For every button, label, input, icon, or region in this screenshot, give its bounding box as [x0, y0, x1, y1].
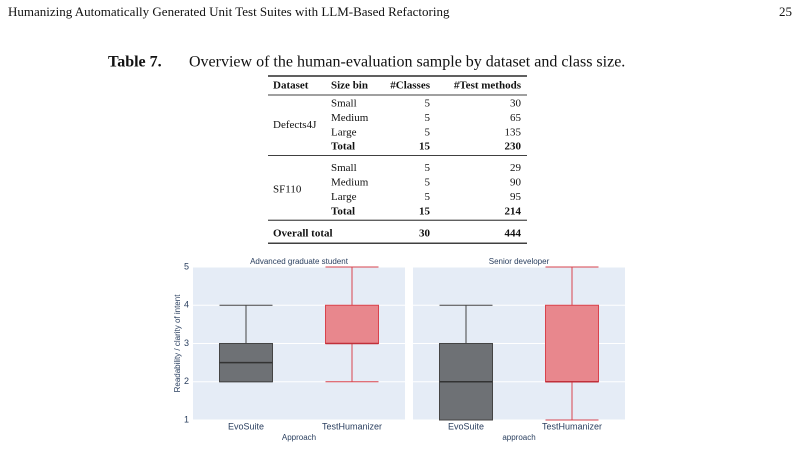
x-axis-label: Approach [282, 433, 316, 442]
table-cell: 95 [510, 191, 522, 203]
caption: Overview of the human-evaluation sample … [189, 54, 625, 71]
table-cell: Size bin [331, 80, 368, 92]
table-cell: Small [331, 98, 357, 110]
x-tick-label: EvoSuite [448, 421, 484, 431]
table-cell: Dataset [273, 80, 309, 92]
y-tick-label: 4 [184, 300, 189, 310]
table-cell: 15 [419, 141, 431, 153]
table-cell: 5 [425, 112, 431, 124]
x-tick-label: TestHumanizer [542, 421, 602, 431]
table-cell: SF110 [273, 184, 302, 196]
table-cell: 5 [425, 98, 431, 110]
table-cell: 444 [505, 228, 522, 240]
table-cell: 30 [510, 98, 522, 110]
table-cell: #Classes [390, 80, 430, 92]
table-cell: 5 [425, 191, 431, 203]
table-cell: 90 [510, 177, 522, 189]
x-tick-label: EvoSuite [228, 421, 264, 431]
caption-label: Table 7. [108, 54, 162, 71]
table-cell: Large [331, 126, 357, 138]
table-cell: Total [331, 205, 355, 217]
x-axis-label: approach [502, 433, 535, 442]
y-tick-label: 3 [184, 338, 189, 348]
table-cell: Overall total [273, 228, 333, 240]
running-title: Humanizing Automatically Generated Unit … [8, 4, 450, 19]
table-cell: Medium [331, 177, 369, 189]
table-cell: #Test methods [454, 80, 522, 92]
y-tick-label: 5 [184, 261, 189, 271]
table-cell: 29 [510, 162, 522, 174]
table-cell: Defects4J [273, 119, 317, 131]
x-tick-label: TestHumanizer [322, 421, 382, 431]
table-cell: 230 [505, 141, 522, 153]
y-tick-label: 1 [184, 414, 189, 424]
y-tick-label: 2 [184, 376, 189, 386]
box [545, 304, 599, 383]
table-cell: Medium [331, 112, 369, 124]
y-axis-label: Readability / clarity of intent [173, 294, 182, 393]
panel-title: Advanced graduate student [250, 257, 349, 266]
table-cell: Total [331, 141, 355, 153]
table-cell: 30 [419, 228, 431, 240]
table-cell: 135 [505, 126, 522, 138]
page-number: 25 [779, 4, 792, 19]
table-cell: 65 [510, 112, 522, 124]
table-cell: Large [331, 191, 357, 203]
table-cell: 5 [425, 177, 431, 189]
table-cell: 214 [505, 205, 522, 217]
table-cell: 15 [419, 205, 431, 217]
box [325, 304, 379, 344]
table-cell: 5 [425, 162, 431, 174]
panel-title: Senior developer [489, 257, 550, 266]
table-cell: Small [331, 162, 357, 174]
table-cell: 5 [425, 126, 431, 138]
